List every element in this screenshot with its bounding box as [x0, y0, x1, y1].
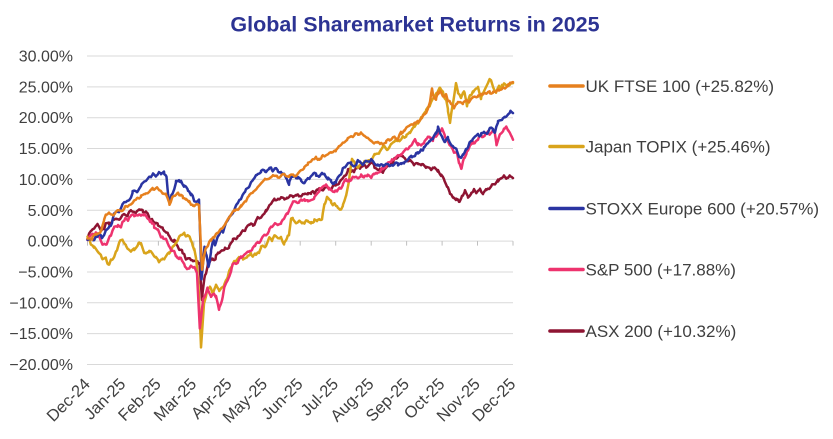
svg-text:20.00%: 20.00% [19, 110, 73, 127]
svg-text:UK FTSE 100 (+25.82%): UK FTSE 100 (+25.82%) [586, 77, 775, 96]
svg-text:25.00%: 25.00% [19, 79, 73, 96]
svg-text:STOXX Europe 600 (+20.57%): STOXX Europe 600 (+20.57%) [586, 200, 820, 219]
svg-text:5.00%: 5.00% [28, 203, 73, 220]
svg-text:−10.00%: −10.00% [9, 295, 73, 312]
svg-text:−15.00%: −15.00% [9, 326, 73, 343]
svg-text:S&P 500 (+17.88%): S&P 500 (+17.88%) [586, 261, 736, 280]
svg-text:30.00%: 30.00% [19, 49, 73, 66]
svg-text:−20.00%: −20.00% [9, 357, 73, 374]
svg-text:Japan TOPIX (+25.46%): Japan TOPIX (+25.46%) [586, 138, 771, 157]
svg-text:10.00%: 10.00% [19, 172, 73, 189]
svg-text:Global Sharemarket Returns in: Global Sharemarket Returns in 2025 [230, 13, 599, 37]
svg-text:−5.00%: −5.00% [18, 264, 73, 281]
svg-text:0.00%: 0.00% [28, 234, 73, 251]
svg-text:15.00%: 15.00% [19, 141, 73, 158]
svg-text:ASX 200 (+10.32%): ASX 200 (+10.32%) [586, 322, 737, 341]
